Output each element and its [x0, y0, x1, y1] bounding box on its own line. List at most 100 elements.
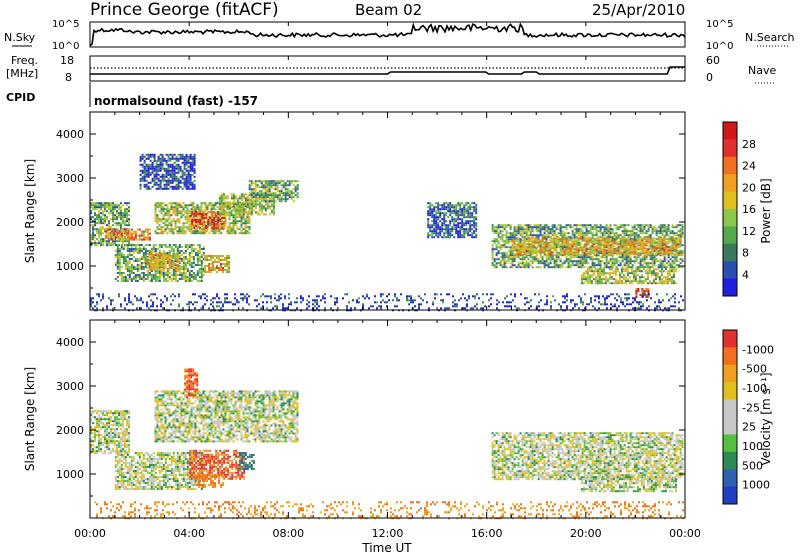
cell	[143, 179, 146, 182]
cell	[657, 266, 660, 269]
cell	[531, 243, 534, 246]
cell	[182, 268, 185, 270]
cell	[118, 258, 121, 260]
cell	[218, 206, 221, 209]
cell	[589, 249, 592, 252]
cell	[559, 251, 562, 254]
cell	[505, 246, 508, 249]
cell	[201, 223, 204, 225]
cell	[541, 258, 544, 261]
cell	[178, 270, 181, 272]
cell	[433, 206, 436, 209]
cell	[254, 205, 257, 208]
cell	[268, 213, 271, 216]
cell	[190, 202, 193, 205]
cell	[199, 211, 202, 213]
cell	[621, 251, 624, 254]
cell	[144, 274, 147, 276]
cell	[501, 254, 504, 257]
cell	[601, 236, 604, 239]
cell	[615, 247, 618, 250]
cell	[136, 260, 139, 262]
cell	[647, 230, 650, 233]
cell	[429, 204, 432, 207]
cell	[196, 258, 199, 260]
cell	[535, 228, 538, 231]
cell	[92, 236, 94, 239]
cell	[549, 249, 552, 252]
cell	[573, 224, 576, 227]
cell	[167, 163, 170, 166]
cell	[587, 243, 590, 246]
cell	[611, 230, 614, 233]
cell	[98, 228, 100, 231]
cell	[503, 242, 506, 245]
cell	[605, 254, 608, 257]
cell	[659, 249, 662, 252]
cell	[497, 224, 500, 227]
cell	[232, 222, 235, 225]
cell	[659, 266, 662, 269]
cell	[497, 236, 500, 239]
cell	[611, 243, 614, 246]
cell	[629, 253, 632, 256]
cell	[214, 230, 217, 233]
cell	[435, 224, 438, 227]
cell	[665, 253, 668, 256]
cell	[134, 260, 137, 262]
cell	[178, 274, 181, 276]
cell	[563, 260, 566, 263]
cell	[108, 208, 110, 211]
cell	[284, 200, 287, 203]
cell	[248, 198, 251, 201]
cell	[158, 262, 161, 265]
cell	[200, 228, 203, 231]
cell	[437, 228, 440, 231]
cell	[631, 226, 634, 229]
cell	[527, 224, 530, 227]
cell	[172, 272, 175, 274]
cell	[218, 201, 221, 204]
cell	[657, 247, 660, 250]
cell	[168, 222, 171, 225]
cell	[571, 262, 574, 265]
cell	[439, 214, 442, 217]
cell	[272, 203, 275, 206]
cell	[177, 165, 180, 168]
cell	[234, 222, 237, 225]
cell	[173, 179, 176, 182]
cell	[205, 213, 208, 215]
cell	[161, 157, 164, 160]
cell	[641, 247, 644, 250]
cell	[641, 237, 644, 240]
cell	[152, 268, 155, 271]
cell	[174, 278, 177, 280]
cell	[139, 159, 142, 162]
cell	[182, 264, 185, 266]
cell	[493, 258, 496, 261]
cell	[671, 243, 674, 246]
cell	[288, 196, 291, 199]
cell	[607, 251, 610, 254]
cell	[661, 253, 664, 256]
cell	[173, 153, 176, 156]
cell	[525, 262, 528, 265]
cell	[591, 245, 594, 248]
cell	[655, 241, 658, 244]
cell	[467, 206, 470, 209]
cell	[258, 192, 261, 195]
cell	[180, 258, 183, 260]
cell	[629, 247, 632, 250]
cell	[187, 175, 190, 178]
cell	[441, 222, 444, 225]
cell	[565, 236, 568, 239]
cell	[581, 258, 584, 261]
cell	[197, 225, 200, 227]
cell	[609, 253, 612, 256]
cell	[188, 272, 191, 274]
cell	[433, 232, 436, 235]
cell	[213, 221, 216, 223]
cell	[475, 204, 478, 207]
cell	[597, 260, 600, 263]
cell	[645, 237, 648, 240]
